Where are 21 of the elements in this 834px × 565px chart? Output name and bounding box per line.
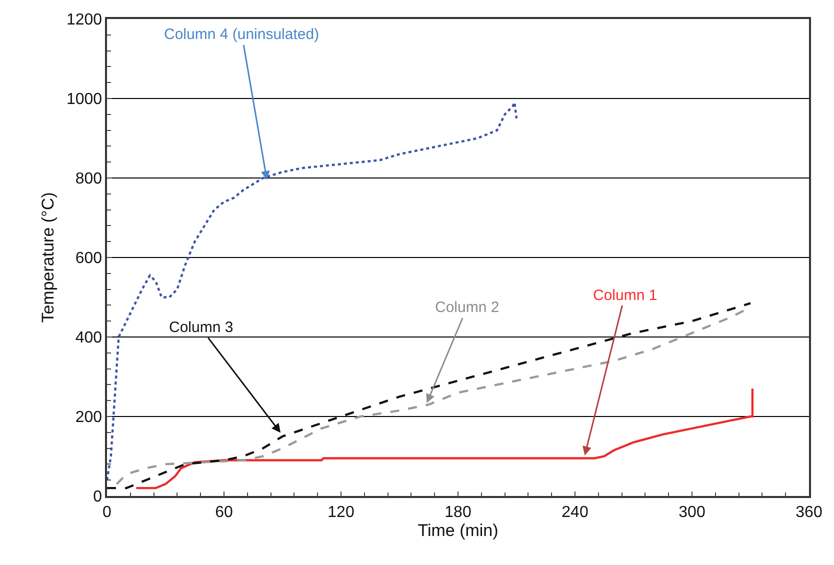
line-series: [107, 101, 518, 482]
x-tick-label: 120: [328, 504, 354, 521]
annotation: Column 2: [435, 299, 500, 316]
annotation: Column 4 (uninsulated): [164, 26, 320, 43]
x-tick-label: 300: [678, 504, 706, 521]
x-tick-label: 360: [796, 504, 822, 521]
y-tick-label: 0: [93, 488, 102, 506]
y-tick-label: 400: [75, 330, 102, 347]
x-axis-title: Time (min): [418, 520, 498, 540]
x-tick-label: 240: [562, 504, 588, 521]
line-series: [135, 388, 754, 490]
x-tick-label: 180: [444, 504, 472, 521]
annotation: Column 3: [169, 319, 234, 336]
y-tick-label: 200: [75, 409, 102, 426]
y-axis-title: Temperature (°C): [38, 192, 58, 323]
annotation: Column 1: [593, 287, 658, 304]
x-tick-label: 60: [215, 504, 233, 521]
y-tick-label: 1200: [66, 12, 102, 29]
y-tick-label: 600: [75, 250, 102, 268]
y-tick-label: 800: [75, 170, 102, 188]
y-tick-label: 1000: [66, 91, 102, 108]
